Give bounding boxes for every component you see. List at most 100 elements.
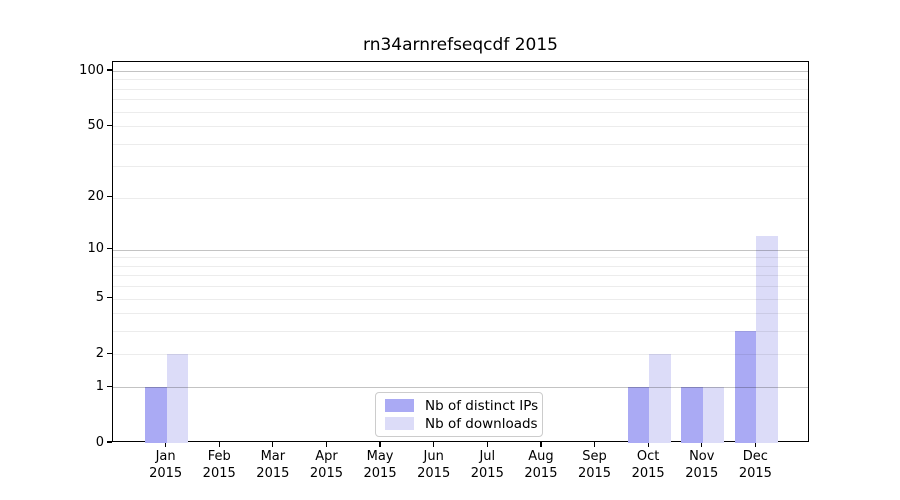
- y-axis-tick-label: 0: [95, 434, 104, 450]
- x-tick-mark: [325, 442, 328, 447]
- gridline: [113, 197, 808, 199]
- month-label: Oct: [636, 449, 660, 464]
- x-tick-mark: [754, 442, 756, 447]
- major-gridline: [113, 249, 808, 251]
- minor-gridline: [113, 286, 808, 288]
- y-axis-tick-label: 10: [87, 241, 104, 257]
- gridline: [113, 298, 808, 300]
- x-axis-tick-label: Jan 2015: [126, 449, 206, 482]
- major-gridline: [113, 387, 808, 389]
- legend-label: Nb of distinct IPs: [425, 397, 539, 414]
- x-axis-tick-label: Jun 2015: [394, 449, 474, 482]
- y-axis-tick-label: 50: [87, 117, 104, 133]
- x-tick-mark: [701, 442, 703, 447]
- y-tick-mark: [107, 296, 112, 299]
- minor-gridline: [113, 313, 808, 315]
- bar-nb-of-distinct-ips-oct: [627, 387, 650, 443]
- y-tick-mark: [107, 196, 112, 198]
- legend-swatch: [385, 399, 414, 412]
- plot-area: [112, 61, 809, 443]
- legend-item: Nb of downloads: [385, 416, 538, 432]
- y-tick-mark: [107, 248, 112, 250]
- gridline: [113, 354, 808, 356]
- y-axis-tick-label: 1: [95, 378, 104, 394]
- year-label: 2015: [202, 465, 236, 481]
- minor-gridline: [113, 331, 808, 333]
- legend-swatch: [385, 417, 414, 430]
- minor-gridline: [113, 143, 808, 145]
- month-label: Feb: [207, 449, 231, 464]
- x-axis-tick-label: Oct 2015: [608, 449, 688, 482]
- y-tick-mark: [107, 441, 112, 443]
- month-label: Jun: [423, 449, 444, 464]
- year-label: 2015: [149, 465, 183, 481]
- x-tick-mark: [433, 442, 435, 447]
- x-axis-tick-label: Jul 2015: [447, 449, 527, 482]
- legend: Nb of distinct IPs Nb of downloads: [375, 392, 543, 437]
- month-label: Sep: [582, 449, 607, 464]
- legend-item: Nb of distinct IPs: [385, 398, 538, 414]
- y-tick-mark: [107, 352, 112, 355]
- bar-nb-of-downloads-nov: [702, 387, 725, 443]
- y-axis-tick-label: 2: [95, 345, 104, 361]
- x-axis-tick-label: Mar 2015: [233, 449, 313, 482]
- gridline: [113, 126, 808, 128]
- x-axis-tick-label: May 2015: [340, 449, 420, 482]
- x-tick-mark: [486, 442, 488, 447]
- minor-gridline: [113, 99, 808, 101]
- x-tick-mark: [165, 442, 167, 447]
- y-axis-tick-label: 5: [95, 290, 104, 306]
- y-axis-tick-label: 100: [79, 62, 104, 78]
- bar-nb-of-distinct-ips-jan: [145, 387, 167, 443]
- year-label: 2015: [470, 465, 504, 481]
- x-axis-tick-label: Apr 2015: [286, 449, 366, 482]
- minor-gridline: [113, 111, 808, 113]
- minor-gridline: [113, 88, 808, 90]
- bar-nb-of-downloads-jan: [166, 354, 189, 443]
- year-label: 2015: [309, 465, 343, 481]
- minor-gridline: [113, 265, 808, 267]
- y-tick-mark: [107, 69, 112, 71]
- y-axis-tick-label: 20: [87, 189, 104, 205]
- x-axis-tick-label: Nov 2015: [662, 449, 742, 482]
- year-label: 2015: [256, 465, 290, 481]
- bar-nb-of-distinct-ips-nov: [681, 387, 703, 443]
- major-gridline: [113, 71, 808, 73]
- month-label: May: [366, 449, 394, 464]
- month-label: Jul: [479, 449, 496, 464]
- x-axis-tick-label: Sep 2015: [555, 449, 635, 482]
- minor-gridline: [113, 257, 808, 259]
- y-tick-mark: [107, 124, 112, 126]
- bar-nb-of-distinct-ips-dec: [734, 331, 757, 443]
- year-label: 2015: [577, 465, 612, 481]
- x-tick-mark: [540, 442, 542, 447]
- y-tick-mark: [107, 385, 112, 387]
- month-label: Nov: [689, 449, 715, 464]
- x-axis-tick-label: Aug 2015: [501, 449, 581, 482]
- year-label: 2015: [363, 465, 397, 481]
- minor-gridline: [113, 275, 808, 277]
- minor-gridline: [113, 166, 808, 168]
- x-tick-mark: [272, 442, 274, 447]
- minor-gridline: [113, 79, 808, 81]
- bar-nb-of-downloads-dec: [756, 236, 778, 443]
- month-label: Apr: [315, 449, 338, 464]
- month-label: Dec: [742, 449, 768, 464]
- year-label: 2015: [417, 465, 451, 481]
- x-tick-mark: [647, 442, 649, 447]
- month-label: Mar: [260, 449, 286, 464]
- x-tick-mark: [593, 442, 596, 447]
- x-axis-tick-label: Feb 2015: [179, 449, 259, 482]
- chart-title: rn34arnrefseqcdf 2015: [363, 35, 558, 55]
- year-label: 2015: [738, 465, 772, 481]
- x-tick-mark: [218, 442, 220, 447]
- x-tick-mark: [379, 442, 381, 447]
- month-label: Aug: [528, 449, 554, 464]
- year-label: 2015: [631, 465, 665, 481]
- x-axis-tick-label: Dec 2015: [715, 449, 795, 482]
- legend-label: Nb of downloads: [425, 415, 538, 432]
- year-label: 2015: [524, 465, 558, 481]
- bar-nb-of-downloads-oct: [649, 354, 671, 443]
- year-label: 2015: [685, 465, 719, 481]
